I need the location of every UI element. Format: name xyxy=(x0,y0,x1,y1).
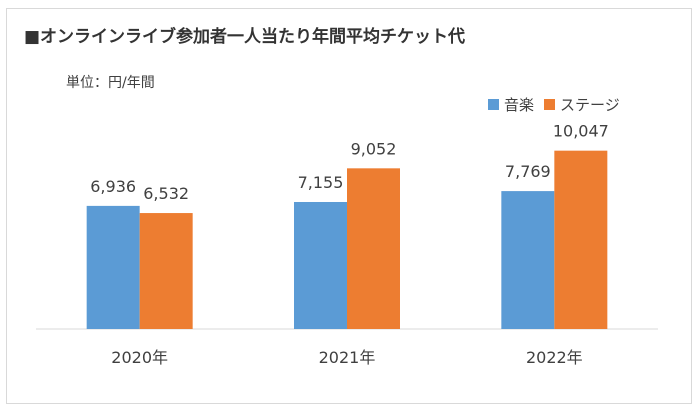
bar-music-3 xyxy=(501,191,555,329)
legend-item-music: 音楽 xyxy=(488,94,534,115)
bar-stage-1 xyxy=(139,213,193,329)
data-label-music-2: 7,155 xyxy=(298,173,344,192)
bar-stage-2 xyxy=(347,168,400,329)
data-label-stage-3: 10,047 xyxy=(553,122,609,141)
chart-legend: 音楽 ステージ xyxy=(488,94,630,115)
legend-label-music: 音楽 xyxy=(504,96,535,114)
chart-title: ■オンラインライブ参加者一人当たり年間平均チケット代 xyxy=(24,27,466,47)
legend-swatch-music xyxy=(488,99,499,110)
legend-label-stage: ステージ xyxy=(560,96,620,114)
legend-item-stage: ステージ xyxy=(544,94,620,115)
bar-music-2 xyxy=(294,201,347,329)
unit-label: 単位：円/年間 xyxy=(66,75,155,91)
legend-swatch-stage xyxy=(544,99,556,110)
x-tick-label-3: 2022年 xyxy=(526,348,583,367)
bar-music-1 xyxy=(86,205,140,329)
data-label-music-3: 7,769 xyxy=(505,162,551,181)
data-label-stage-1: 6,532 xyxy=(143,184,189,203)
bar-stage-3 xyxy=(554,150,608,329)
data-label-stage-2: 9,052 xyxy=(351,139,397,158)
x-tick-label-1: 2020年 xyxy=(111,348,168,367)
data-label-music-1: 6,936 xyxy=(90,177,136,196)
x-tick-label-2: 2021年 xyxy=(319,348,376,367)
